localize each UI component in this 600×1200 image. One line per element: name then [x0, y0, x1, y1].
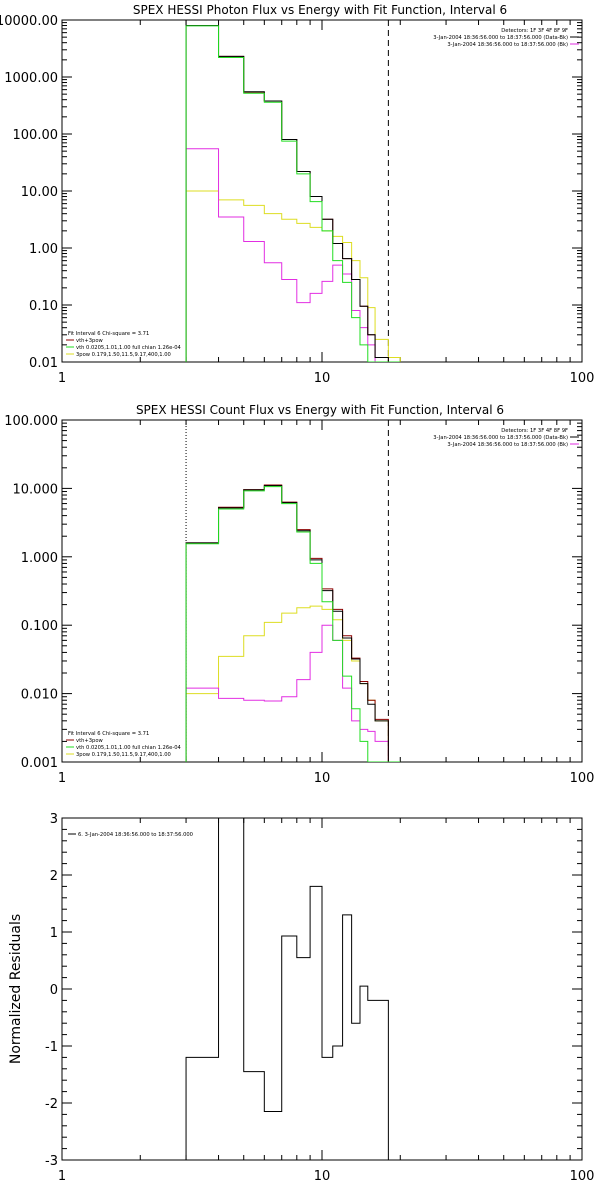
- residuals-ticks: 1 10 100 -3 -2 -1 0 1 2 3: [45, 812, 594, 1184]
- photon-flux-legend-bottom-label: 3pow 0.179,1.50,11.5,9.17,400,1.00: [76, 352, 171, 358]
- count-flux-panel: SPEX HESSI Count Flux vs Energy with Fit…: [4, 403, 594, 786]
- residuals-xtick-label: 10: [314, 1169, 331, 1184]
- count-flux-legend-bottom-label: vth+3pow: [76, 738, 104, 744]
- photon-flux-legend-bottom-label: Fit Interval 6 Chi-square = 3.71: [68, 331, 149, 337]
- photon-flux-xtick-label: 1: [58, 371, 66, 386]
- residuals-ytick-label: -1: [45, 1040, 58, 1055]
- photon-flux-ytick-label: 10000.00: [0, 14, 58, 29]
- count-flux-ytick-label: 1.000: [21, 551, 58, 566]
- count-flux-legend-top: Detectors: 1F 3F 4F 8F 9F3-Jan-2004 18:3…: [433, 428, 579, 448]
- count-flux-xtick-label: 10: [314, 771, 331, 786]
- photon-flux-legend-bottom: Fit Interval 6 Chi-square = 3.71vth+3pow…: [66, 331, 181, 358]
- count-flux-ytick-label: 10.000: [13, 482, 59, 497]
- photon-flux-ytick-label: 0.01: [29, 356, 58, 371]
- residuals-ytick-label: 1: [50, 926, 58, 941]
- residuals-ytick-label: -2: [45, 1097, 58, 1112]
- residuals-ytick-label: 2: [50, 869, 58, 884]
- count-flux-legend-top-label: Detectors: 1F 3F 4F 8F 9F: [501, 428, 568, 434]
- photon-flux-ticks: 1 10 100 0.01 0.10 1.00 10.00 100.00 1000.00 1000…: [0, 14, 594, 386]
- photon-flux-panel: SPEX HESSI Photon Flux vs Energy with Fi…: [0, 3, 594, 386]
- residuals-ytick-label: 0: [50, 983, 58, 998]
- residuals-xtick-label: 1: [58, 1169, 66, 1184]
- photon-flux-ytick-label: 0.10: [29, 299, 58, 314]
- count-flux-legend-top-label: 3-Jan-2004 18:36:56.000 to 18:37:56.000 …: [447, 442, 568, 448]
- count-flux-series-green: [185, 486, 401, 762]
- photon-flux-marks: [185, 20, 401, 362]
- residuals-ylabel: Normalized Residuals: [8, 914, 24, 1064]
- photon-flux-legend-top: Detectors: 1F 3F 4F 8F 9F3-Jan-2004 18:3…: [433, 28, 579, 48]
- count-flux-ytick-label: 0.001: [21, 756, 58, 771]
- photon-flux-ytick-label: 100.00: [13, 128, 59, 143]
- photon-flux-legend-bottom-label: vth+3pow: [76, 338, 104, 344]
- photon-flux-xtick-label: 10: [314, 371, 331, 386]
- photon-flux-xtick-label: 100: [570, 371, 595, 386]
- photon-flux-legend-top-label: 3-Jan-2004 18:36:56.000 to 18:37:56.000 …: [447, 42, 568, 48]
- residuals-xtick-label: 100: [570, 1169, 595, 1184]
- count-flux-xtick-label: 100: [570, 771, 595, 786]
- residuals-ytick-label: 3: [50, 812, 58, 827]
- photon-flux-series-green: [185, 25, 401, 362]
- count-flux-legend-bottom-label: 3pow 0.179,1.50,11.5,9.17,400,1.00: [76, 752, 171, 758]
- photon-flux-legend-top-label: Detectors: 1F 3F 4F 8F 9F: [501, 28, 568, 34]
- photon-flux-ytick-label: 10.00: [21, 185, 58, 200]
- photon-flux-legend-bottom-label: vth 0.0205,1.01,1.00 full chian 1.26e-04: [76, 345, 181, 351]
- count-flux-ticks: 1 10 100 0.001 0.010 0.100 1.000 10.000 100.000: [4, 414, 594, 786]
- count-flux-ytick-label: 0.100: [21, 619, 58, 634]
- count-flux-title: SPEX HESSI Count Flux vs Energy with Fit…: [136, 403, 504, 417]
- residuals-legend-top: 6. 3-Jan-2004 18:36:56.000 to 18:37:56.0…: [68, 832, 193, 838]
- residuals-panel: Normalized Residuals 1 10 100 -3 -2 -1 0 1 2 3 6.…: [8, 812, 594, 1184]
- count-flux-xtick-label: 1: [58, 771, 66, 786]
- photon-flux-plot-frame: [61, 19, 583, 363]
- residuals-legend-label: 6. 3-Jan-2004 18:36:56.000 to 18:37:56.0…: [78, 832, 193, 838]
- residuals-marks: [185, 818, 389, 1160]
- count-flux-legend-bottom: Fit Interval 6 Chi-square = 3.71vth+3pow…: [66, 731, 181, 758]
- count-flux-legend-bottom-label: vth 0.0205,1.01,1.00 full chian 1.26e-04: [76, 745, 181, 751]
- photon-flux-ytick-label: 1.00: [29, 242, 58, 257]
- count-flux-ytick-label: 0.010: [21, 688, 58, 703]
- residuals-ytick-label: -3: [45, 1154, 58, 1169]
- photon-flux-ytick-label: 1000.00: [4, 71, 58, 86]
- count-flux-legend-bottom-label: Fit Interval 6 Chi-square = 3.71: [68, 731, 149, 737]
- count-flux-ytick-label: 100.000: [4, 414, 58, 429]
- count-flux-marks: [185, 420, 401, 762]
- photon-flux-title: SPEX HESSI Photon Flux vs Energy with Fi…: [133, 3, 507, 17]
- count-flux-legend-top-label: 3-Jan-2004 18:36:56.000 to 18:37:56.000 …: [433, 435, 568, 441]
- residuals-series-black: [185, 818, 389, 1160]
- count-flux-series-magenta: [185, 624, 401, 762]
- photon-flux-legend-top-label: 3-Jan-2004 18:36:56.000 to 18:37:56.000 …: [433, 35, 568, 41]
